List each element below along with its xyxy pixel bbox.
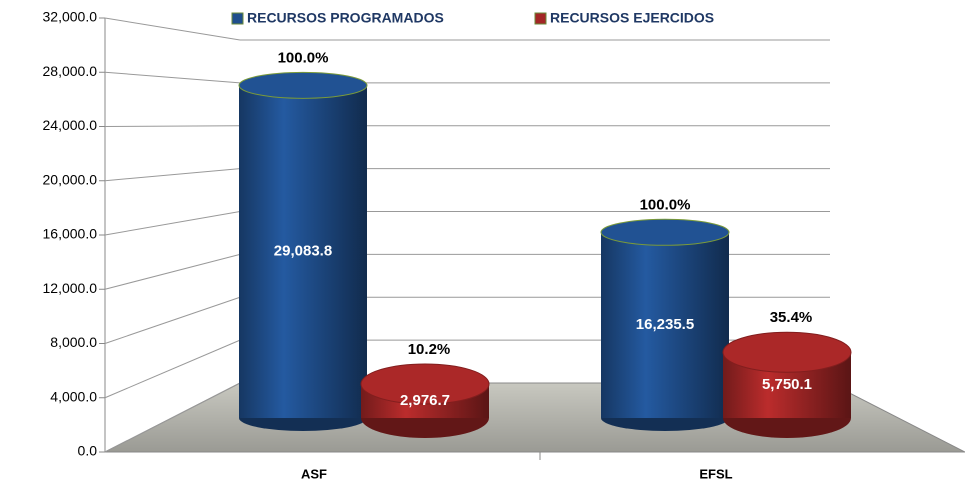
cylinder [601, 232, 729, 418]
cylinder-top [600, 218, 730, 246]
y-tick-label: 12,000.0 [43, 280, 98, 296]
percent-label: 100.0% [278, 49, 329, 66]
y-tick-label: 20,000.0 [43, 171, 98, 187]
value-label: 16,235.5 [636, 316, 694, 333]
x-tick-label: ASF [301, 466, 327, 481]
y-tick-label: 16,000.0 [43, 226, 98, 242]
value-label: 29,083.8 [274, 243, 332, 260]
x-tick-label: EFSL [699, 466, 732, 481]
y-tick-label: 28,000.0 [43, 63, 98, 79]
grid-line [104, 253, 241, 290]
percent-label: 100.0% [640, 196, 691, 213]
cylinder-top [238, 71, 368, 99]
grid-line [104, 296, 241, 344]
legend-label: RECURSOS EJERCIDOS [550, 10, 714, 26]
legend-swatch [534, 12, 547, 25]
y-tick-label: 32,000.0 [43, 9, 98, 25]
grid-line [104, 339, 241, 399]
legend-swatch [231, 12, 244, 25]
value-label: 5,750.1 [762, 376, 812, 393]
percent-label: 10.2% [408, 341, 451, 358]
grid-line [104, 71, 241, 84]
cylinder-top [722, 331, 852, 373]
y-tick-label: 4,000.0 [50, 388, 97, 404]
cylinder [239, 85, 367, 418]
y-tick-label: 24,000.0 [43, 117, 98, 133]
cylinder-top [360, 363, 490, 405]
value-label: 2,976.7 [400, 392, 450, 409]
percent-label: 35.4% [770, 309, 813, 326]
legend-label: RECURSOS PROGRAMADOS [247, 10, 444, 26]
grid-line [104, 168, 241, 182]
y-tick-label: 0.0 [78, 443, 98, 459]
grid-line [104, 211, 241, 236]
grid-line [104, 17, 241, 41]
grid-line [104, 382, 241, 453]
y-tick-label: 8,000.0 [50, 334, 97, 350]
grid-line [104, 125, 241, 127]
